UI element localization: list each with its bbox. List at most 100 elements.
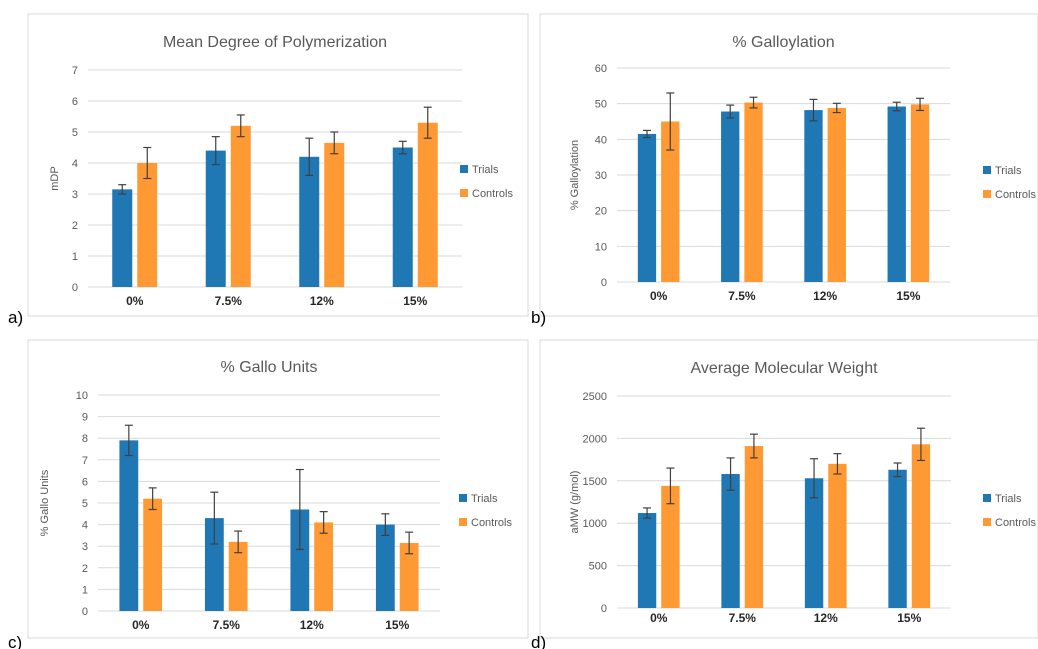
panel-frame [539, 13, 1038, 317]
y-tick-label: 2 [72, 220, 78, 232]
y-tick-label: 50 [595, 99, 607, 111]
panel-frame [27, 13, 529, 317]
bar-controls-3 [314, 522, 334, 611]
legend-label-controls: Controls [471, 517, 512, 529]
bar-trials-3 [299, 156, 320, 287]
x-tick-label: 12% [813, 289, 837, 303]
y-axis-label: % Galloylation [569, 140, 581, 210]
bar-controls-1 [143, 498, 163, 611]
bar-trials-1 [119, 440, 139, 611]
x-tick-label: 0% [126, 294, 144, 308]
x-tick-label: 15% [897, 611, 921, 625]
bar-trials-4 [888, 469, 907, 608]
x-tick-label: 12% [300, 618, 324, 632]
y-tick-label: 4 [82, 520, 88, 532]
y-tick-label: 20 [595, 206, 607, 218]
x-tick-label: 0% [650, 611, 668, 625]
bar-controls-2 [744, 102, 763, 282]
bar-trials-2 [204, 518, 224, 611]
legend-swatch-trials [460, 165, 468, 173]
y-tick-label: 1000 [583, 518, 607, 530]
legend-label-trials: Trials [472, 164, 499, 176]
y-tick-label: 1 [72, 251, 78, 263]
x-tick-label: 12% [814, 611, 838, 625]
bar-trials-2 [721, 474, 740, 608]
y-tick-label: 6 [82, 476, 88, 488]
y-tick-label: 60 [595, 63, 607, 75]
bar-trials-3 [290, 509, 310, 611]
x-tick-label: 7.5% [213, 618, 241, 632]
legend-swatch-trials [983, 494, 991, 502]
bar-controls-3 [828, 463, 847, 608]
y-axis-label: mDP [49, 166, 61, 190]
y-tick-label: 1 [82, 584, 88, 596]
y-tick-label: 0 [601, 277, 607, 289]
bar-controls-4 [417, 122, 438, 287]
bar-trials-1 [637, 133, 657, 282]
chart-panel-1: Mean Degree of Polymerization 0 1 2 3 4 5 6 7 mDP… [27, 13, 529, 317]
x-tick-label: 7.5% [729, 611, 757, 625]
y-tick-label: 0 [82, 606, 88, 618]
y-tick-label: 10 [76, 390, 88, 402]
bar-controls-3 [827, 107, 846, 283]
bar-controls-2 [744, 446, 764, 608]
x-tick-label: 15% [403, 294, 427, 308]
y-tick-label: 4 [72, 158, 78, 170]
y-tick-label: 5 [72, 127, 78, 139]
bar-trials-4 [392, 147, 413, 287]
bar-trials-4 [375, 524, 395, 611]
y-axis-label: % Gallo Units [39, 469, 51, 536]
panel-frame [539, 339, 1038, 639]
legend-label-controls: Controls [472, 188, 513, 200]
panel-letter: c) [8, 633, 22, 649]
chart-title: % Gallo Units [221, 359, 318, 376]
chart-title: % Galloylation [732, 34, 834, 51]
chart-panel-4: Average Molecular Weight 0 500 1000 1500 2000… [539, 339, 1038, 639]
legend-swatch-controls [459, 518, 467, 526]
chart-title: Average Molecular Weight [690, 360, 878, 377]
y-axis-label: aMW (g/mol) [569, 471, 581, 534]
y-tick-label: 40 [595, 134, 607, 146]
bar-controls-2 [228, 541, 248, 611]
legend-swatch-trials [983, 166, 991, 174]
legend-swatch-controls [983, 518, 991, 526]
y-tick-label: 500 [589, 561, 607, 573]
x-tick-label: 7.5% [215, 294, 243, 308]
bar-controls-1 [661, 121, 680, 282]
y-tick-label: 7 [72, 65, 78, 77]
legend-label-controls: Controls [995, 517, 1036, 529]
y-tick-label: 2500 [583, 391, 607, 403]
y-tick-label: 1500 [583, 476, 607, 488]
x-tick-label: 12% [310, 294, 334, 308]
legend-label-controls: Controls [995, 189, 1036, 201]
x-tick-label: 15% [385, 618, 409, 632]
bar-controls-1 [137, 163, 158, 287]
bar-trials-4 [887, 106, 906, 283]
legend-label-trials: Trials [995, 493, 1022, 505]
bar-controls-3 [324, 142, 345, 287]
x-tick-label: 7.5% [728, 289, 756, 303]
bar-trials-1 [112, 189, 133, 287]
y-tick-label: 10 [595, 241, 607, 253]
bar-controls-4 [399, 542, 419, 611]
y-tick-label: 8 [82, 433, 88, 445]
y-tick-label: 3 [72, 189, 78, 201]
bar-trials-2 [205, 150, 226, 287]
x-tick-label: 0% [132, 618, 150, 632]
panel-letter: d) [531, 633, 546, 649]
bar-trials-2 [721, 111, 740, 282]
bar-controls-1 [661, 485, 680, 608]
y-tick-label: 9 [82, 412, 88, 424]
y-tick-label: 0 [72, 282, 78, 294]
y-tick-label: 3 [82, 541, 88, 553]
legend-swatch-controls [460, 189, 468, 197]
y-tick-label: 5 [82, 498, 88, 510]
bar-trials-3 [804, 110, 823, 282]
chart-panel-3: % Gallo Units 0 1 2 3 4 5 6 7 8 9 10 % Gallo Units 0%… [27, 339, 529, 639]
bar-controls-4 [910, 104, 930, 282]
bar-controls-2 [230, 125, 251, 287]
y-tick-label: 2000 [583, 433, 607, 445]
legend-swatch-trials [459, 494, 467, 502]
